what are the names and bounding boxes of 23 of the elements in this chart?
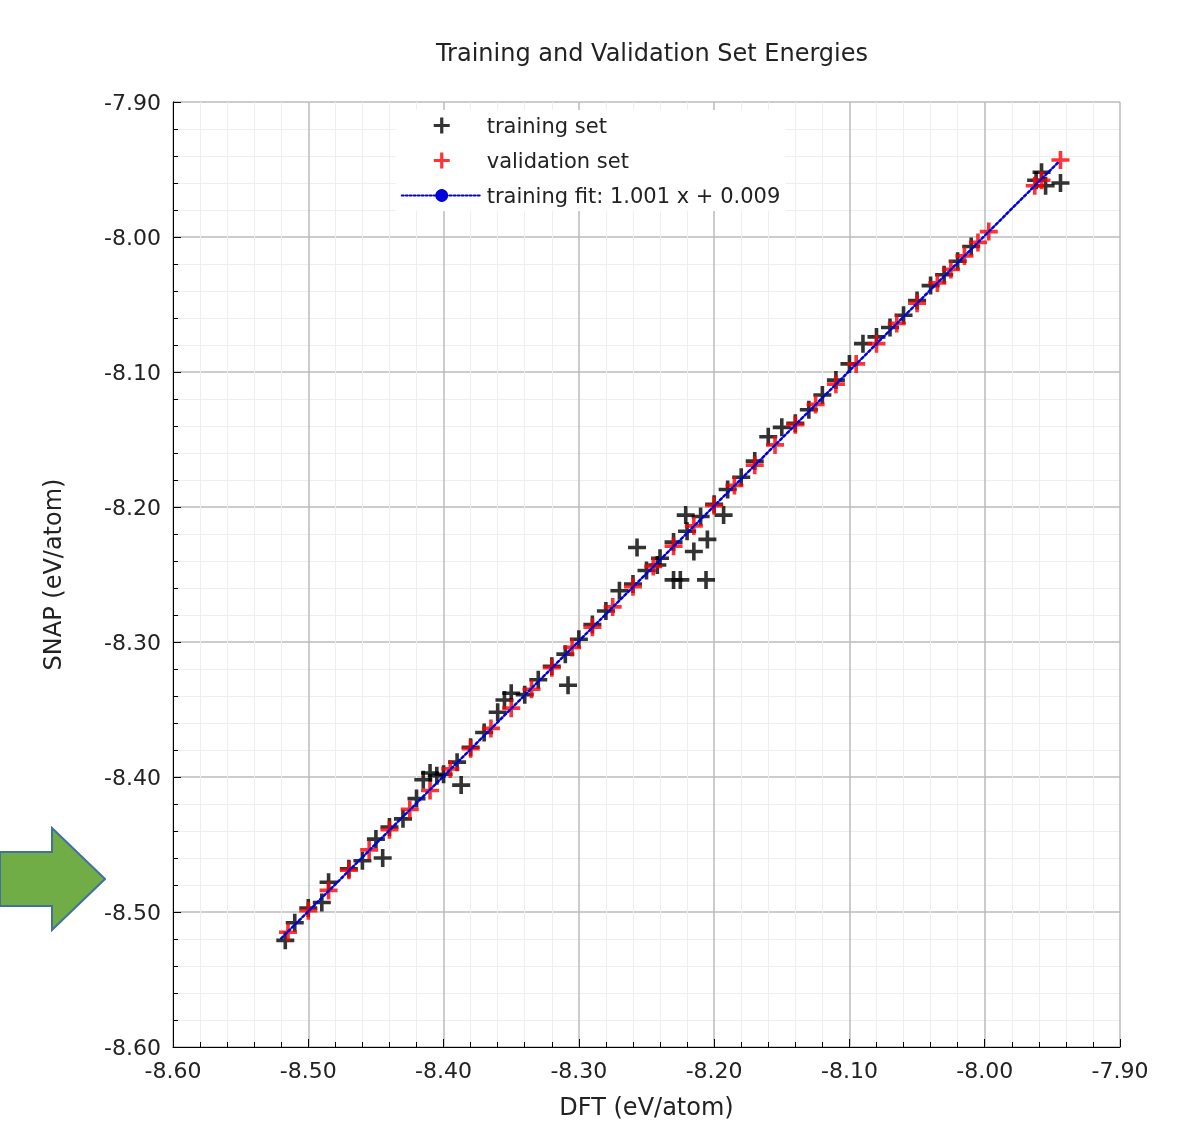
y-tick-label: -8.40: [104, 764, 161, 790]
legend-label: training fit: 1.001 x + 0.009: [486, 183, 781, 208]
y-tick-label: -8.30: [104, 629, 161, 655]
y-tick-label: -8.20: [104, 494, 161, 520]
x-tick-label: -8.10: [820, 1057, 878, 1083]
y-tick-label: -7.90: [104, 89, 161, 115]
x-tick-label: -8.00: [956, 1057, 1014, 1083]
x-tick-label: -8.60: [144, 1057, 202, 1083]
x-tick-label: -8.30: [550, 1057, 608, 1083]
y-tick-label: -8.00: [104, 224, 161, 250]
x-tick-label: -8.40: [415, 1057, 473, 1083]
x-tick-label: -8.50: [279, 1057, 337, 1083]
chart-title: Training and Validation Set Energies: [434, 39, 869, 67]
y-tick-label: -8.50: [104, 899, 161, 925]
x-axis-title: DFT (eV/atom): [559, 1093, 734, 1121]
legend-label: validation set: [486, 148, 629, 173]
y-tick-label: -8.10: [104, 359, 161, 385]
y-tick-label: -8.60: [104, 1034, 161, 1060]
x-tick-label: -7.90: [1091, 1057, 1149, 1083]
x-tick-label: -8.20: [685, 1057, 743, 1083]
y-axis-title: SNAP (eV/atom): [39, 478, 67, 671]
point: [1051, 151, 1070, 170]
legend-label: training set: [486, 113, 607, 138]
